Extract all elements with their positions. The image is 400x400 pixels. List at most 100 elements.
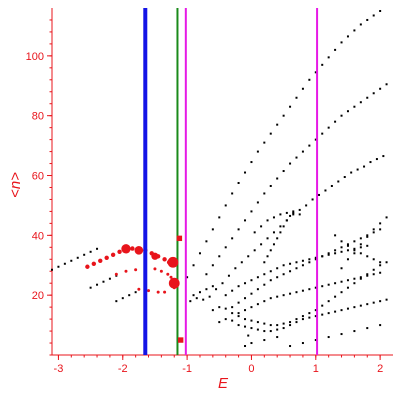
data-point: [379, 9, 382, 12]
y-tick-label: 80: [32, 111, 44, 123]
data-point: [346, 243, 349, 246]
data-point: [334, 234, 337, 237]
data-point: [379, 264, 382, 267]
data-point: [369, 161, 372, 164]
data-point: [83, 253, 86, 256]
data-point: [269, 270, 272, 273]
data-point: [301, 318, 304, 321]
data-point: [321, 285, 324, 288]
data-point: [340, 291, 343, 294]
data-point: [240, 261, 243, 264]
data-point: [353, 105, 356, 108]
red-band-points: [85, 246, 176, 294]
data-point: [305, 204, 308, 207]
data-point: [224, 307, 227, 310]
data-point: [102, 280, 105, 283]
data-point: [256, 328, 259, 331]
y-axis-label: <n>: [7, 172, 24, 198]
data-point: [51, 268, 53, 271]
highlighted-band-point: [134, 268, 138, 272]
data-point: [244, 171, 247, 174]
data-point: [266, 219, 269, 222]
data-point: [237, 301, 240, 304]
data-point: [372, 268, 375, 271]
data-point: [224, 294, 227, 297]
data-point: [285, 219, 288, 222]
highlighted-band-point: [124, 269, 128, 273]
data-point: [308, 78, 311, 81]
data-point: [359, 276, 362, 279]
data-point: [282, 327, 285, 330]
data-point: [231, 237, 234, 240]
highlighted-band-point: [130, 246, 135, 251]
data-point: [244, 297, 247, 300]
data-point: [301, 87, 304, 90]
data-point: [269, 279, 272, 282]
data-point: [272, 216, 275, 219]
data-point: [231, 306, 234, 309]
data-point: [340, 246, 343, 249]
data-point: [276, 177, 279, 180]
data-point: [356, 168, 359, 171]
data-point: [343, 176, 346, 179]
data-point: [359, 246, 362, 249]
data-point: [134, 291, 137, 294]
data-point: [295, 267, 298, 270]
data-point: [192, 294, 195, 297]
data-point: [282, 264, 285, 267]
data-point: [298, 213, 301, 216]
data-point: [334, 252, 337, 255]
highlighted-band-point: [114, 272, 118, 276]
data-point: [263, 192, 266, 195]
y-tick-label: 40: [32, 230, 44, 242]
data-point: [346, 258, 349, 261]
data-point: [205, 273, 208, 276]
data-point: [195, 297, 198, 300]
data-point: [321, 313, 324, 316]
data-point: [379, 261, 382, 264]
data-point: [327, 312, 330, 315]
data-point: [269, 132, 272, 135]
highlighted-band-point: [166, 272, 170, 276]
data-point: [234, 267, 237, 270]
data-point: [327, 283, 330, 286]
data-point: [260, 225, 263, 228]
data-point: [366, 303, 369, 306]
data-point: [260, 243, 263, 246]
data-point: [253, 249, 256, 252]
data-point: [346, 279, 349, 282]
data-point: [276, 267, 279, 270]
data-point: [282, 114, 285, 117]
data-point: [318, 193, 321, 196]
data-point: [295, 261, 298, 264]
data-point: [208, 295, 211, 298]
x-tick-label: 2: [377, 363, 383, 375]
data-point: [359, 304, 362, 307]
data-point: [224, 204, 227, 207]
data-point: [353, 29, 356, 32]
data-point: [346, 35, 349, 38]
data-point: [301, 259, 304, 262]
data-point: [340, 41, 343, 44]
data-point: [256, 321, 259, 324]
data-point: [308, 312, 311, 315]
data-point: [279, 231, 282, 234]
data-point: [346, 286, 349, 289]
highlighted-band-point: [153, 267, 157, 271]
data-point: [327, 253, 330, 256]
data-point: [250, 292, 253, 295]
data-point: [237, 315, 240, 318]
y-tick-label: 100: [26, 51, 44, 63]
data-point: [285, 211, 288, 214]
highlighted-band-point: [117, 249, 122, 254]
data-point: [263, 283, 266, 286]
data-point: [289, 345, 292, 348]
data-point: [301, 289, 304, 292]
data-point: [263, 141, 266, 144]
data-point: [359, 101, 362, 104]
data-point: [244, 325, 247, 328]
data-point: [250, 279, 253, 282]
data-point: [353, 277, 356, 280]
data-point: [330, 184, 333, 187]
